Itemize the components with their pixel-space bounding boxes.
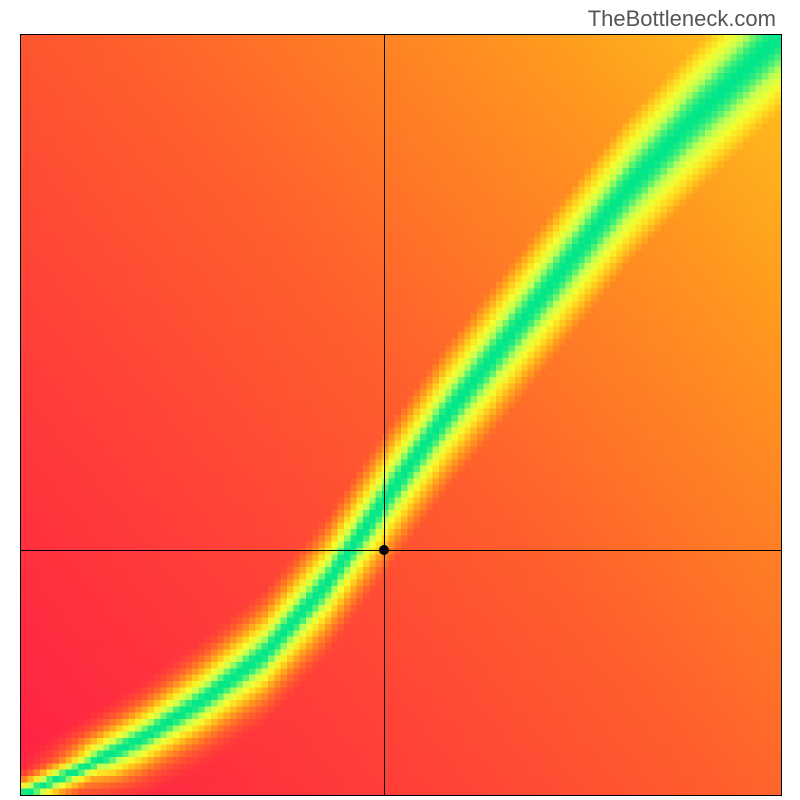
chart-container: TheBottleneck.com bbox=[0, 0, 800, 800]
heatmap-canvas bbox=[21, 35, 781, 795]
heatmap-plot bbox=[20, 34, 782, 796]
marker-dot bbox=[379, 545, 389, 555]
crosshair-vertical bbox=[384, 35, 385, 795]
watermark-text: TheBottleneck.com bbox=[588, 6, 776, 32]
crosshair-horizontal bbox=[21, 550, 781, 551]
